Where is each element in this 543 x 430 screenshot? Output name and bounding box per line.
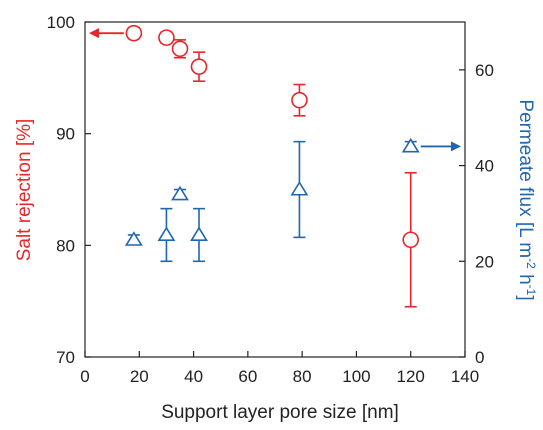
y2-tick-label: 0 — [475, 348, 484, 367]
x-tick-label: 140 — [451, 367, 479, 386]
data-point-circle — [125, 24, 143, 42]
x-tick-label: 20 — [130, 367, 149, 386]
data-point-circle — [190, 58, 208, 75]
y2-title-part: h — [515, 269, 536, 285]
data-point-triangle — [157, 226, 176, 242]
x-tick-label: 40 — [184, 367, 203, 386]
y2-title-part: Permeate flux [L m — [515, 99, 536, 258]
data-point-triangle — [401, 137, 420, 153]
data-point-circle — [171, 40, 189, 58]
arrow-head — [89, 28, 99, 39]
y2-tick-label: 40 — [475, 157, 494, 176]
data-point-circle — [402, 231, 420, 249]
plot-frame — [84, 21, 466, 358]
plot-area-border — [84, 21, 466, 358]
series-layer — [124, 24, 420, 308]
data-point-triangle — [171, 185, 189, 201]
y-axis-title: Salt rejection [%] — [14, 119, 35, 262]
y2-tick-label: 60 — [475, 61, 494, 80]
data-point-circle — [158, 29, 175, 46]
x-tick-label: 60 — [238, 367, 257, 386]
right-axis-arrow — [420, 141, 461, 152]
left-axis-arrow — [89, 28, 124, 39]
y-tick-label: 100 — [47, 13, 75, 32]
y2-title-superscript: -2 — [524, 258, 538, 269]
y2-title-part: ] — [515, 295, 536, 300]
axis-indicators — [89, 28, 461, 152]
axis-ticks: 0 20 40 60 80 100 120 140 70 80 90 100 0 20 40 60 — [47, 13, 494, 386]
y2-title-superscript: -1 — [524, 285, 538, 296]
x-tick-label: 120 — [397, 367, 425, 386]
data-point-triangle — [190, 226, 208, 242]
x-tick-label: 100 — [342, 367, 370, 386]
x-tick-label: 80 — [293, 367, 312, 386]
arrow-head — [451, 141, 461, 152]
y-tick-label: 70 — [56, 348, 75, 367]
permeate-flux-series — [124, 137, 420, 263]
data-point-triangle — [124, 231, 143, 246]
y-tick-label: 90 — [56, 125, 75, 144]
y-tick-label: 80 — [56, 236, 75, 255]
salt-rejection-series — [125, 24, 420, 308]
data-point-triangle — [290, 180, 309, 196]
y2-tick-label: 20 — [475, 252, 494, 271]
x-tick-label: 0 — [80, 367, 89, 386]
data-point-circle — [291, 91, 308, 109]
y2-axis-title: Permeate flux [L m-2 h-1] — [515, 99, 538, 300]
x-axis-title: Support layer pore size [nm] — [161, 402, 399, 423]
